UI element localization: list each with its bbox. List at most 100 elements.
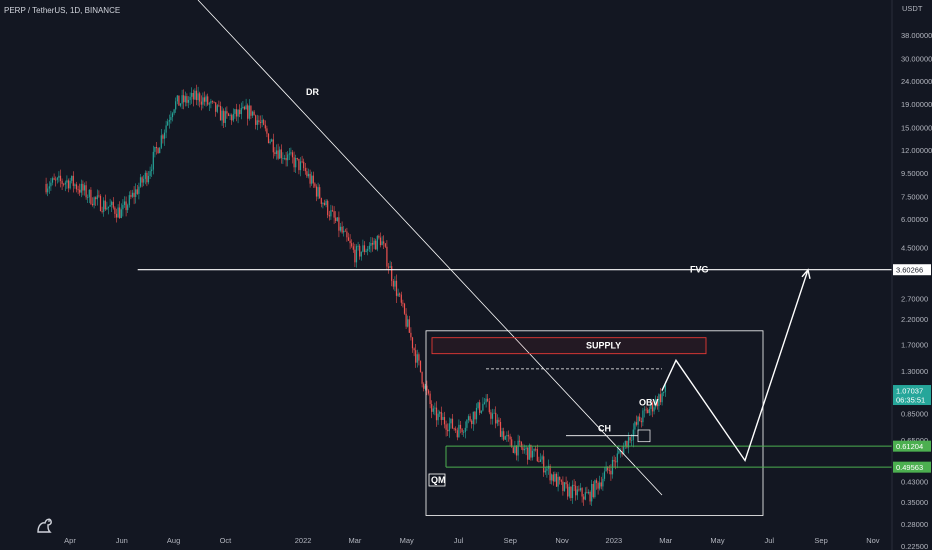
candle-body — [205, 96, 207, 102]
candle-body — [637, 416, 639, 425]
time-tick: Jul — [454, 536, 464, 545]
candle-body — [608, 470, 610, 471]
price-tick: 19.00000 — [901, 100, 932, 109]
candle-body — [64, 182, 66, 185]
time-tick: Mar — [348, 536, 361, 545]
time-tick: 2022 — [295, 536, 312, 545]
candle-body — [442, 417, 444, 420]
time-tick: Nov — [555, 536, 569, 545]
candle-body — [160, 135, 162, 148]
candle-body — [299, 161, 302, 171]
qm-label: QM — [431, 475, 446, 485]
candle-body — [256, 120, 258, 125]
candle-body — [523, 448, 526, 451]
candle-body — [467, 416, 470, 421]
candle-body — [349, 240, 351, 244]
candle-body — [464, 427, 466, 432]
candle-body — [151, 169, 153, 172]
candle-body — [627, 437, 630, 448]
candle-body — [325, 200, 327, 206]
candle-body — [338, 217, 340, 231]
candle-body — [154, 146, 156, 152]
candle-body — [351, 243, 353, 247]
candle-body — [127, 205, 129, 211]
dr-label: DR — [306, 87, 319, 97]
candle-body — [181, 95, 183, 104]
candle-body — [528, 444, 530, 460]
candle-body — [517, 440, 519, 456]
candle-body — [639, 416, 641, 422]
candle-body — [426, 385, 428, 391]
candle-body — [311, 175, 313, 184]
time-tick: Sep — [504, 536, 517, 545]
candle-body — [451, 418, 454, 429]
price-axis[interactable]: 38.00000 30.00000 24.00000 19.00000 15.00000… — [891, 0, 932, 550]
price-tag-label: 0.49563 — [896, 463, 923, 472]
candle-body — [597, 482, 599, 489]
candle-body — [435, 407, 438, 421]
candle-body — [307, 173, 310, 177]
candle-body — [541, 456, 543, 460]
candle-body — [330, 210, 332, 217]
candle-body — [459, 424, 462, 429]
candle-body — [339, 226, 342, 231]
candle-body — [431, 404, 433, 412]
candle-body — [395, 280, 398, 296]
tradingview-logo[interactable] — [37, 518, 52, 533]
candle-body — [355, 246, 358, 263]
time-axis[interactable]: Apr Jun Aug Oct 2022 Mar May Jul Sep Nov 2023 Mar Ma… — [64, 536, 880, 545]
candle-body — [456, 430, 458, 438]
candle-body — [599, 482, 601, 489]
candle-body — [219, 105, 222, 121]
candle-body — [202, 97, 204, 105]
candle-body — [394, 280, 396, 287]
candle-body — [106, 207, 108, 210]
candle-body — [58, 175, 60, 178]
candle-body — [210, 101, 212, 104]
candle-body — [503, 431, 505, 440]
candle-body — [626, 440, 628, 448]
candle-body — [63, 183, 65, 185]
candle-body — [458, 424, 460, 438]
candle-body — [554, 473, 556, 482]
candle-body — [539, 459, 542, 462]
time-tick: May — [400, 536, 414, 545]
candle-body — [419, 360, 422, 372]
candle-body — [411, 337, 414, 349]
candle-body — [101, 210, 103, 212]
candle-body — [496, 419, 498, 424]
price-tick: 2.70000 — [901, 294, 928, 303]
candle-body — [173, 109, 175, 114]
candle-body — [51, 178, 54, 183]
candle-body — [461, 428, 463, 433]
candle-body — [128, 195, 130, 206]
candle-body — [192, 92, 194, 100]
candle-body — [165, 125, 167, 133]
candle-body — [107, 206, 110, 208]
projection-arrowhead — [801, 268, 811, 279]
candle-body — [607, 466, 609, 471]
candle-body — [131, 192, 134, 197]
candle-body — [509, 436, 511, 440]
candle-body — [317, 187, 319, 197]
candle-body — [631, 440, 633, 441]
candle-body — [389, 266, 391, 268]
candle-body — [59, 175, 62, 181]
candle-body — [130, 195, 132, 197]
time-tick: Aug — [167, 536, 180, 545]
candle-body — [171, 113, 174, 118]
candle-body — [485, 398, 487, 403]
candle-body — [407, 319, 409, 327]
candle-body — [178, 95, 180, 106]
candle-body — [343, 230, 345, 233]
price-tick: 1.30000 — [901, 367, 928, 376]
candle-body — [213, 101, 215, 103]
candle-body — [543, 456, 545, 473]
candle-body — [522, 447, 524, 451]
price-tick: 0.35000 — [901, 498, 928, 507]
candle-body — [594, 480, 596, 498]
obv-label: OBV — [639, 398, 659, 408]
candle-body — [115, 213, 118, 218]
